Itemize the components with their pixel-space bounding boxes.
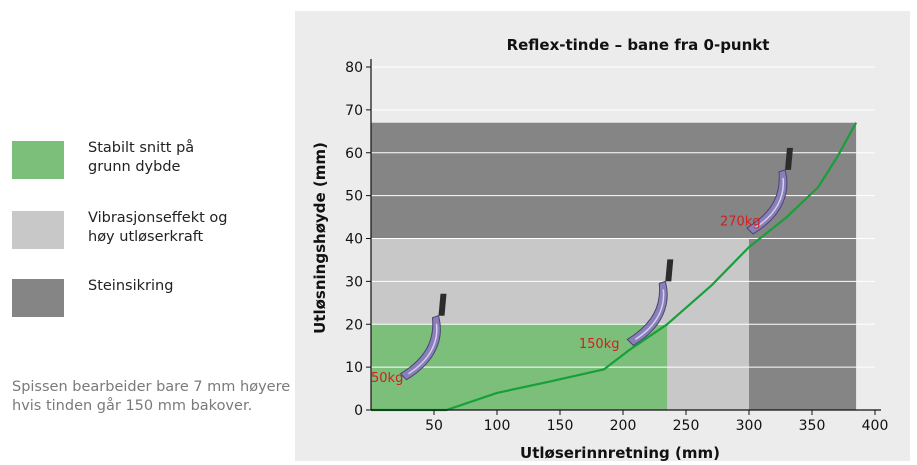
tine-shank-0 [438,293,447,316]
legend: Stabilt snitt på grunn dybde Vibrasjonse… [0,0,295,461]
x-tick-label-300: 300 [736,418,763,434]
x-tick-label-400: 400 [862,418,889,434]
grid-layer [371,66,875,368]
annotation-label-1: 150kg [579,337,620,352]
y-tick-label-40: 40 [345,232,363,248]
legend-swatch-stone [12,279,64,317]
axes-layer: 0 10 20 30 40 50 60 70 80 50 100 150 200 250 300 350 400 [345,59,888,434]
annotation-label-0: 50kg [371,371,403,386]
y-tick-label-70: 70 [345,103,363,119]
tine-shank-2 [785,147,793,170]
tine-illustration-2 [746,147,793,235]
tine-shank-1 [665,259,674,282]
x-tick-label-200: 200 [610,418,637,434]
legend-label-vibration: Vibrasjonseffekt og høy utløserkraft [88,210,228,245]
legend-label-stable: Stabilt snitt på grunn dybde [88,140,195,175]
legend-label-stone: Steinsikring [88,278,174,294]
tine-illustration-1 [626,259,674,347]
y-tick-label-60: 60 [345,146,363,162]
chart: 0 10 20 30 40 50 60 70 80 50 100 150 200 250 300 350 400… [311,36,888,462]
y-tick-label-20: 20 [345,317,363,333]
labels-layer: 50kg 150kg 270kg [371,215,761,386]
y-tick-label-0: 0 [354,403,363,419]
chart-title: Reflex-tinde – bane fra 0-punkt [507,36,770,54]
legend-swatch-vibration [12,211,64,249]
y-tick-label-80: 80 [345,60,363,76]
tine-highlight-0 [408,323,438,375]
x-tick-label-150: 150 [547,418,574,434]
legend-item-vibration: Vibrasjonseffekt og høy utløserkraft [12,210,258,249]
series-layer [371,122,858,412]
x-axis-label: Utløserinnretning (mm) [520,444,720,461]
tines-layer [399,147,793,381]
legend-item-stone: Steinsikring [12,278,258,317]
y-tick-label-10: 10 [345,360,363,376]
y-axis-label: Utløsningshøyde (mm) [311,142,329,334]
tine-highlight-1 [634,289,665,341]
x-tick-label-50: 50 [425,418,443,434]
y-tick-label-50: 50 [345,189,363,205]
legend-swatch-stable [12,141,64,179]
annotation-label-2: 270kg [720,215,761,230]
x-tick-label-250: 250 [673,418,700,434]
series-line-0 [371,122,858,412]
legend-item-stable: Stabilt snitt på grunn dybde [12,140,258,179]
x-tick-label-350: 350 [799,418,826,434]
tine-highlight-2 [754,177,785,229]
legend-note: Spissen bearbeider bare 7 mm høyere hvis… [12,379,291,414]
y-tick-label-30: 30 [345,274,363,290]
tine-illustration-0 [399,293,447,381]
chart-panel: 0 10 20 30 40 50 60 70 80 50 100 150 200 250 300 350 400… [295,11,910,462]
x-tick-label-100: 100 [484,418,511,434]
